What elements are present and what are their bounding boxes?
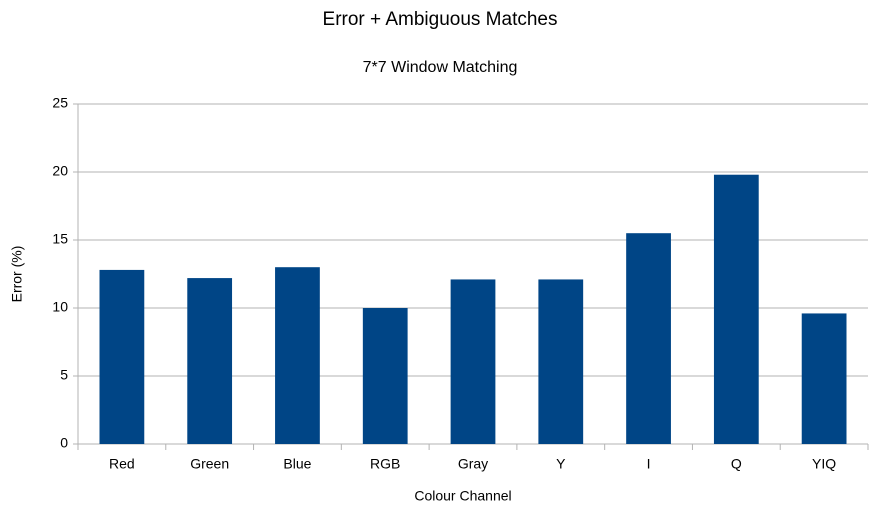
bar: [713, 174, 759, 444]
bar: [538, 279, 584, 444]
x-tick-label: Q: [731, 456, 742, 472]
bar: [362, 308, 408, 444]
x-tick-label: YIQ: [812, 456, 836, 472]
x-tick-label: Green: [190, 456, 229, 472]
bar: [450, 279, 496, 444]
y-tick-label: 25: [52, 95, 68, 111]
y-tick-label: 5: [60, 367, 68, 383]
x-tick-label: Blue: [283, 456, 311, 472]
chart-title: Error + Ambiguous Matches: [323, 9, 558, 30]
x-tick-label: Gray: [458, 456, 488, 472]
x-tick-label: RGB: [370, 456, 400, 472]
y-tick-label: 10: [52, 299, 68, 315]
y-axis-label: Error (%): [9, 246, 25, 303]
y-tick-label: 20: [52, 163, 68, 179]
bar: [275, 267, 320, 444]
bar: [99, 269, 145, 444]
bar: [626, 233, 671, 444]
x-tick-label: I: [647, 456, 651, 472]
y-tick-label: 0: [60, 435, 68, 451]
x-axis-label: Colour Channel: [414, 488, 511, 504]
y-tick-label: 15: [52, 231, 68, 247]
bar: [801, 313, 847, 444]
x-tick-label: Y: [556, 456, 566, 472]
chart-subtitle: 7*7 Window Matching: [363, 59, 518, 76]
bar: [187, 278, 233, 444]
x-tick-label: Red: [109, 456, 135, 472]
